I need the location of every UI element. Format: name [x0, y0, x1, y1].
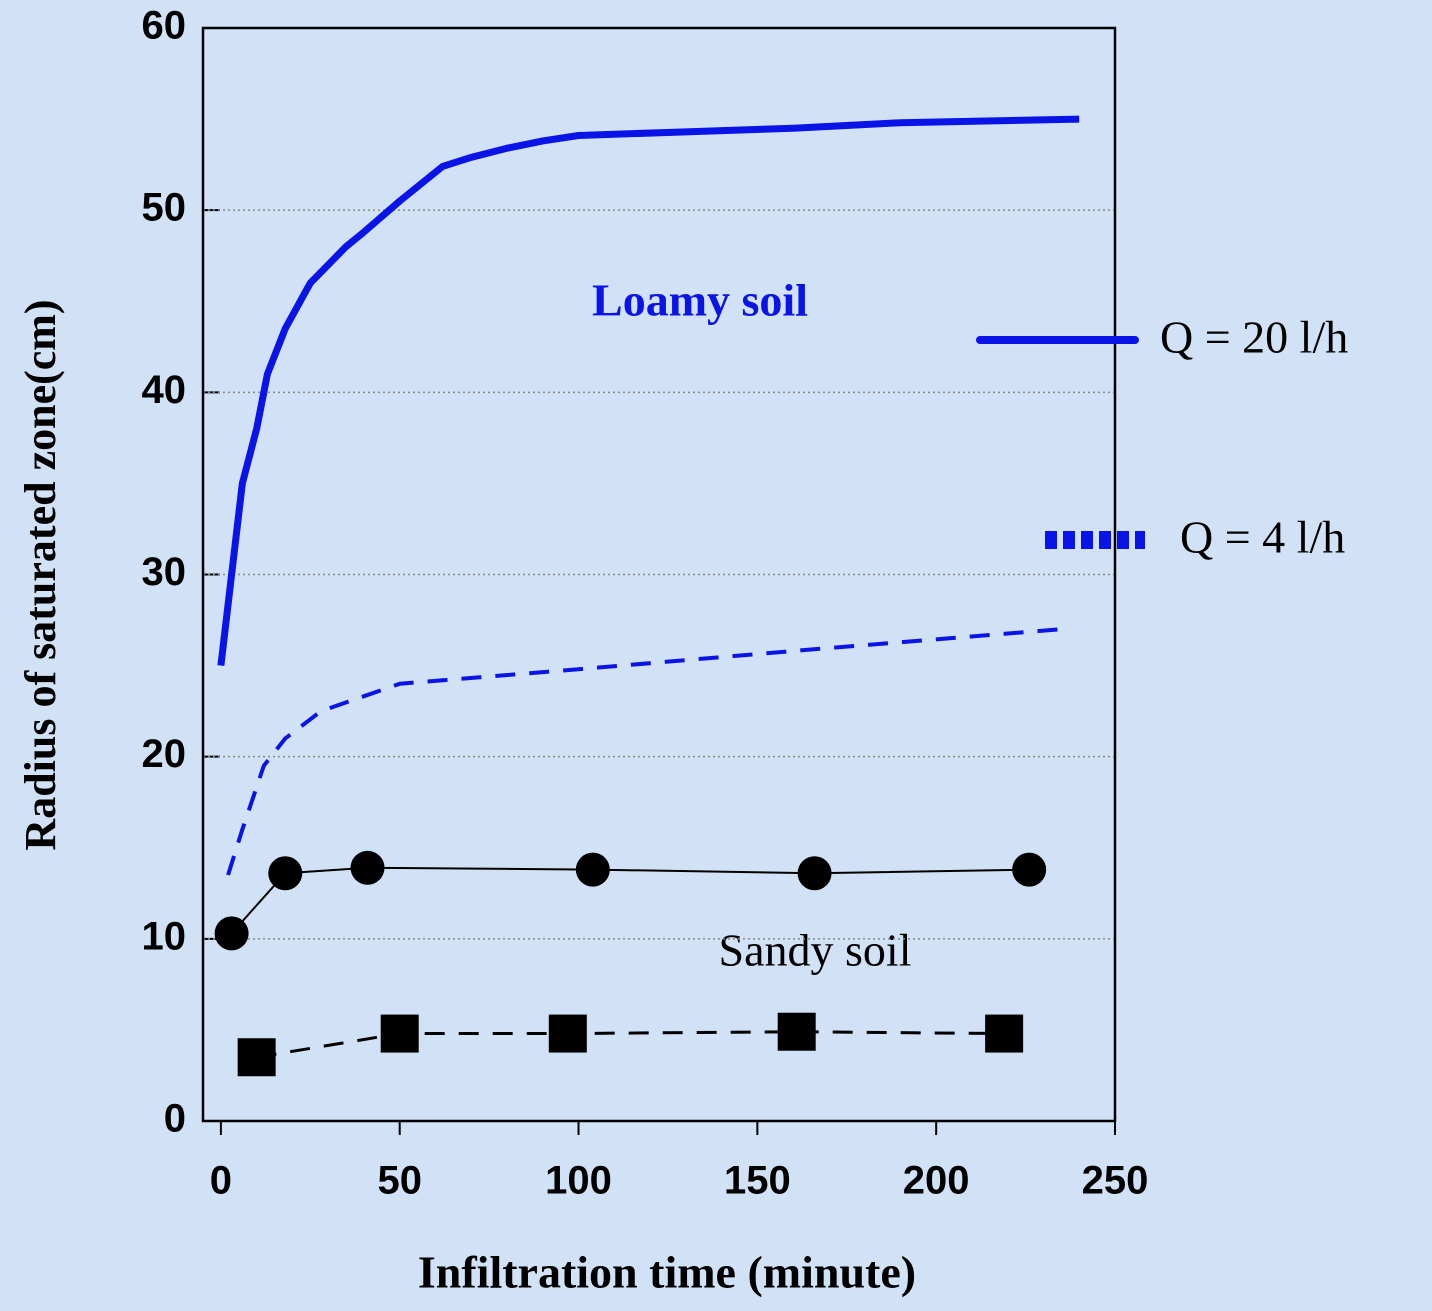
legend-label: Q = 4 l/h: [1180, 512, 1345, 563]
y-tick-label: 50: [142, 186, 187, 230]
y-tick-label: 10: [142, 914, 187, 958]
marker: [380, 1014, 419, 1053]
marker: [214, 916, 249, 951]
y-tick-label: 40: [142, 368, 187, 412]
annotation: Loamy soil: [592, 275, 808, 326]
series-line: [226, 627, 1062, 876]
y-tick-label: 30: [142, 550, 187, 594]
x-tick-label: 200: [903, 1159, 970, 1203]
y-tick-label: 60: [142, 4, 187, 48]
marker: [237, 1038, 276, 1077]
x-axis-label: Infiltration time (minute): [418, 1247, 916, 1298]
annotation: Sandy soil: [719, 925, 912, 976]
marker: [548, 1014, 587, 1053]
marker: [797, 856, 832, 891]
y-tick-label: 20: [142, 732, 187, 776]
marker: [268, 856, 303, 891]
marker: [575, 852, 610, 887]
series-line: [217, 115, 1080, 666]
x-tick-label: 100: [545, 1159, 612, 1203]
series-line: [230, 866, 1030, 935]
x-tick-label: 50: [377, 1159, 422, 1203]
x-tick-label: 150: [724, 1159, 791, 1203]
marker: [1012, 852, 1047, 887]
y-tick-label: 0: [164, 1097, 186, 1141]
marker: [350, 850, 385, 885]
x-tick-label: 250: [1082, 1159, 1149, 1203]
y-axis-label: Radius of saturated zone(cm): [16, 299, 65, 850]
marker: [777, 1012, 816, 1051]
series-line: [256, 1030, 1005, 1059]
marker: [985, 1014, 1024, 1053]
plot-frame: [201, 26, 1117, 1123]
x-tick-label: 0: [210, 1159, 232, 1203]
legend-label: Q = 20 l/h: [1160, 312, 1348, 363]
